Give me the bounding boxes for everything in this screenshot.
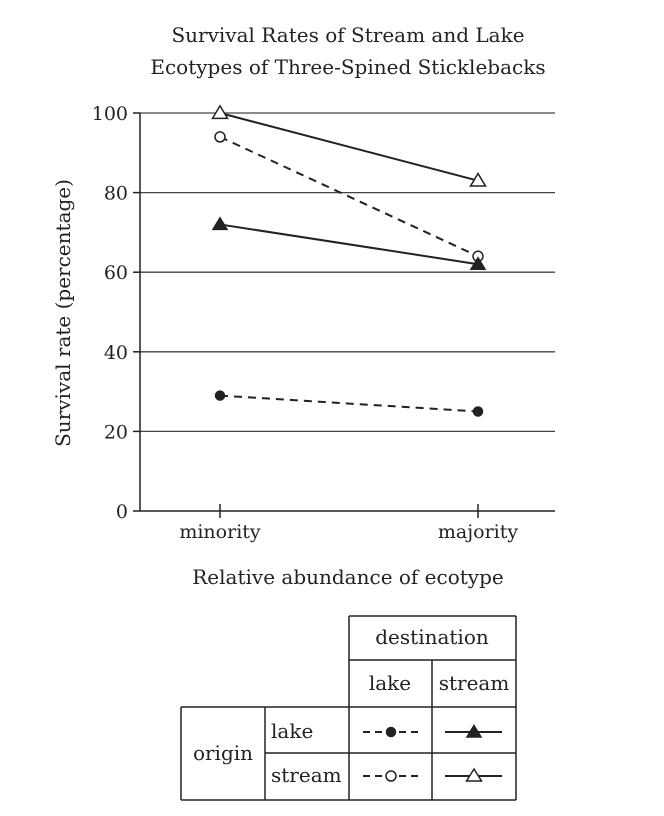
data-point-stream-to-stream-majority bbox=[469, 171, 487, 187]
x-axis-label: Relative abundance of ecotype bbox=[192, 565, 503, 589]
legend-swatch-stream-stream bbox=[445, 767, 502, 782]
x-tick-label-majority: majority bbox=[438, 521, 518, 543]
y-axis-label: Survival rate (percentage) bbox=[51, 179, 75, 447]
y-tick-label-60: 60 bbox=[104, 262, 128, 284]
y-axis-ticks: 0 20 40 60 80 100 bbox=[92, 103, 140, 523]
series-line-stream-to-lake bbox=[219, 135, 479, 258]
legend-row-stream: stream bbox=[271, 763, 342, 787]
legend-swatch-stream-lake bbox=[363, 770, 420, 782]
legend-swatch-lake-lake bbox=[363, 726, 420, 738]
legend-destination-header: destination bbox=[375, 625, 489, 649]
series-line-lake-to-stream bbox=[219, 223, 479, 266]
series-line-lake-to-lake bbox=[219, 394, 479, 413]
chart-title-line-2: Ecotypes of Three-Spined Sticklebacks bbox=[150, 55, 545, 79]
x-axis-ticks: minority majority bbox=[179, 504, 518, 543]
x-tick-label-minority: minority bbox=[179, 521, 261, 543]
legend-row-lake: lake bbox=[271, 719, 313, 743]
y-tick-label-40: 40 bbox=[104, 342, 128, 364]
y-tick-label-80: 80 bbox=[104, 183, 128, 205]
y-tick-label-100: 100 bbox=[92, 103, 128, 125]
y-tick-label-0: 0 bbox=[116, 501, 128, 523]
data-point-lake-to-lake-majority bbox=[472, 406, 484, 417]
data-point-stream-to-stream-minority bbox=[211, 104, 229, 120]
axes bbox=[139, 113, 555, 512]
legend-origin-header: origin bbox=[193, 741, 253, 765]
y-tick-label-20: 20 bbox=[104, 421, 128, 443]
data-point-lake-to-stream-minority bbox=[211, 216, 229, 231]
gridlines bbox=[140, 112, 555, 433]
legend-swatch-lake-stream bbox=[445, 724, 502, 738]
chart-title-line-1: Survival Rates of Stream and Lake bbox=[171, 23, 524, 47]
data-series bbox=[211, 104, 487, 417]
series-line-stream-to-stream bbox=[219, 112, 479, 182]
data-point-stream-to-lake-minority bbox=[214, 131, 226, 143]
legend-col-stream: stream bbox=[439, 671, 510, 695]
data-point-lake-to-lake-minority bbox=[214, 390, 226, 401]
legend-col-lake: lake bbox=[369, 671, 411, 695]
legend-table: destination lake stream origin lake stre… bbox=[180, 615, 517, 801]
chart-title: Survival Rates of Stream and Lake Ecotyp… bbox=[150, 23, 545, 79]
data-point-lake-to-stream-majority bbox=[469, 256, 487, 270]
